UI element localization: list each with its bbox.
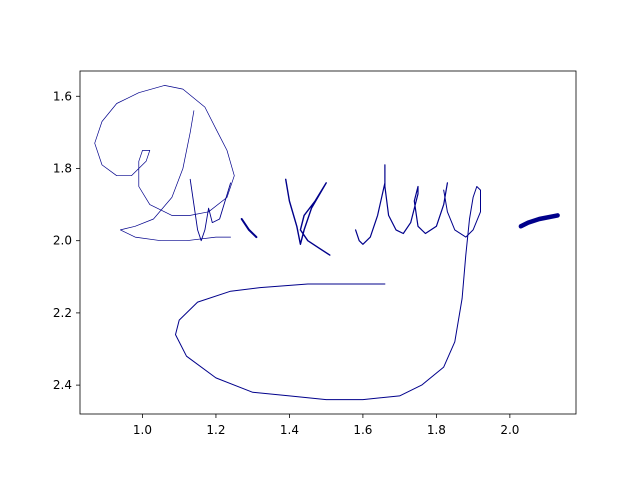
y-tick-label: 1.6 — [53, 89, 72, 103]
y-tick-label: 2.2 — [53, 306, 72, 320]
series-stroke-1-loop — [120, 110, 231, 242]
y-tick-label: 2.4 — [53, 378, 72, 392]
signature-strokes — [94, 85, 560, 401]
x-tick-label: 1.0 — [133, 423, 152, 437]
series-stroke-3-zigzag — [189, 178, 232, 242]
x-axis: 1.0 1.2 1.4 1.6 1.8 2.0 — [133, 414, 519, 437]
x-tick-label: 1.4 — [280, 423, 299, 437]
x-tick-label: 1.2 — [206, 423, 225, 437]
series-stroke-8-dash — [518, 213, 560, 229]
x-tick-label: 1.6 — [353, 423, 372, 437]
series-stroke-7-y-tail — [175, 186, 481, 401]
x-tick-label: 2.0 — [500, 423, 519, 437]
series-stroke-2-outer-loop — [94, 85, 235, 216]
axes-frame — [79, 70, 577, 415]
series-stroke-4-dot — [240, 218, 258, 239]
series-stroke-5-k — [285, 178, 331, 256]
y-tick-label: 1.8 — [53, 161, 72, 175]
series-stroke-6-l — [355, 164, 448, 245]
y-axis: 1.6 1.8 2.0 2.2 2.4 — [53, 89, 80, 392]
plot-area — [80, 71, 576, 414]
x-tick-label: 1.8 — [427, 423, 446, 437]
y-tick-label: 2.0 — [53, 234, 72, 248]
